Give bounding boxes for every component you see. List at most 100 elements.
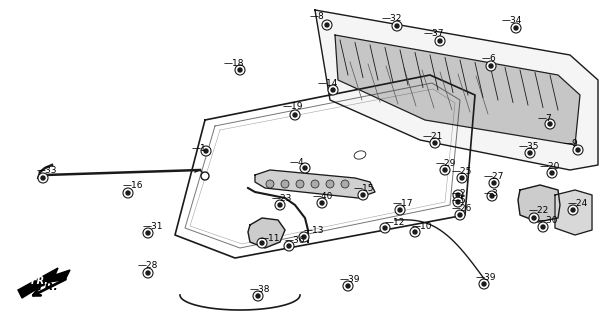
Circle shape <box>541 225 545 229</box>
Circle shape <box>528 151 532 155</box>
Text: —32: —32 <box>382 13 402 22</box>
Text: —35: —35 <box>519 141 540 150</box>
Circle shape <box>256 294 260 298</box>
Circle shape <box>440 165 450 175</box>
Text: —10: —10 <box>412 221 432 230</box>
Text: —2: —2 <box>452 188 467 197</box>
Circle shape <box>453 190 463 200</box>
Circle shape <box>143 268 153 278</box>
Circle shape <box>238 68 242 72</box>
Circle shape <box>413 230 417 234</box>
Circle shape <box>287 244 291 248</box>
Text: —30: —30 <box>538 215 558 225</box>
Text: —1: —1 <box>192 143 207 153</box>
Text: —37: —37 <box>424 28 444 37</box>
Text: —26: —26 <box>452 204 472 212</box>
Circle shape <box>547 168 557 178</box>
Text: —36: —36 <box>285 236 306 244</box>
Circle shape <box>322 20 332 30</box>
Text: —15: —15 <box>354 183 374 193</box>
Circle shape <box>482 282 486 286</box>
Circle shape <box>266 180 274 188</box>
Text: —19: —19 <box>283 101 303 110</box>
Circle shape <box>395 24 399 28</box>
Polygon shape <box>555 190 592 235</box>
Circle shape <box>290 110 300 120</box>
Circle shape <box>358 190 368 200</box>
Text: —7: —7 <box>538 114 553 123</box>
Text: —11: —11 <box>260 234 280 243</box>
Polygon shape <box>518 185 560 222</box>
Circle shape <box>457 173 467 183</box>
Circle shape <box>300 163 310 173</box>
Polygon shape <box>255 170 375 198</box>
Circle shape <box>317 198 327 208</box>
Polygon shape <box>335 35 580 145</box>
Text: —6: —6 <box>482 53 497 62</box>
Circle shape <box>296 180 304 188</box>
Circle shape <box>410 227 420 237</box>
Circle shape <box>201 172 209 180</box>
Circle shape <box>41 176 45 180</box>
Text: —23: —23 <box>272 194 292 203</box>
Circle shape <box>311 180 319 188</box>
Text: —27: —27 <box>484 172 504 180</box>
Text: —13: —13 <box>304 226 324 235</box>
Polygon shape <box>18 268 70 298</box>
Text: —4: —4 <box>290 157 305 166</box>
Circle shape <box>453 197 463 207</box>
Circle shape <box>576 148 580 152</box>
Circle shape <box>460 176 464 180</box>
Circle shape <box>328 85 338 95</box>
Text: FR.: FR. <box>37 282 58 292</box>
Circle shape <box>489 64 493 68</box>
Circle shape <box>331 88 335 92</box>
Circle shape <box>458 213 462 217</box>
Circle shape <box>486 61 496 71</box>
Circle shape <box>383 226 387 230</box>
Text: —12: —12 <box>385 218 405 227</box>
Circle shape <box>326 180 334 188</box>
Circle shape <box>278 203 282 207</box>
Circle shape <box>538 222 548 232</box>
Circle shape <box>430 138 440 148</box>
Text: —21: —21 <box>423 132 443 140</box>
Circle shape <box>235 65 245 75</box>
Circle shape <box>325 23 329 27</box>
Circle shape <box>455 210 465 220</box>
Text: —8: —8 <box>310 12 325 20</box>
Circle shape <box>545 119 555 129</box>
Circle shape <box>320 201 324 205</box>
Circle shape <box>525 148 535 158</box>
Circle shape <box>489 178 499 188</box>
Circle shape <box>361 193 365 197</box>
Text: —33: —33 <box>37 165 57 174</box>
Circle shape <box>341 180 349 188</box>
Text: —31: —31 <box>143 221 163 230</box>
Circle shape <box>433 141 437 145</box>
Circle shape <box>395 205 405 215</box>
Polygon shape <box>315 10 598 170</box>
Text: —20: —20 <box>540 162 560 171</box>
Circle shape <box>398 208 402 212</box>
Text: —28: —28 <box>138 261 159 270</box>
Circle shape <box>253 291 263 301</box>
Circle shape <box>260 241 264 245</box>
Circle shape <box>550 171 554 175</box>
Circle shape <box>275 200 285 210</box>
Text: —17: —17 <box>393 198 414 207</box>
Circle shape <box>529 213 539 223</box>
Circle shape <box>38 173 48 183</box>
Circle shape <box>511 23 521 33</box>
Circle shape <box>293 113 297 117</box>
Polygon shape <box>248 218 285 248</box>
Circle shape <box>302 235 306 239</box>
Circle shape <box>479 279 489 289</box>
Circle shape <box>548 122 552 126</box>
Text: —18: —18 <box>224 59 244 68</box>
Circle shape <box>201 146 211 156</box>
Text: —39: —39 <box>340 276 361 284</box>
Text: —40: —40 <box>313 191 333 201</box>
Circle shape <box>571 208 575 212</box>
Circle shape <box>456 200 460 204</box>
